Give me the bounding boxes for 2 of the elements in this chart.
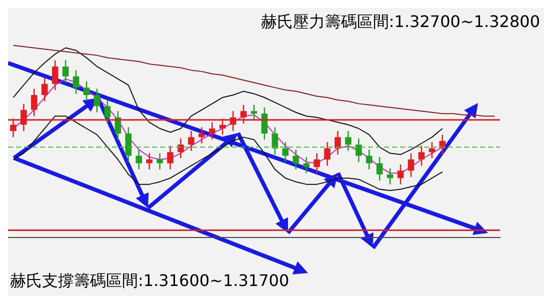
text: 赫氏支撐籌碼區間:1.31600~1.31700	[10, 271, 290, 292]
text: 赫氏壓力籌碼區間:1.32700~1.32800	[260, 12, 540, 33]
